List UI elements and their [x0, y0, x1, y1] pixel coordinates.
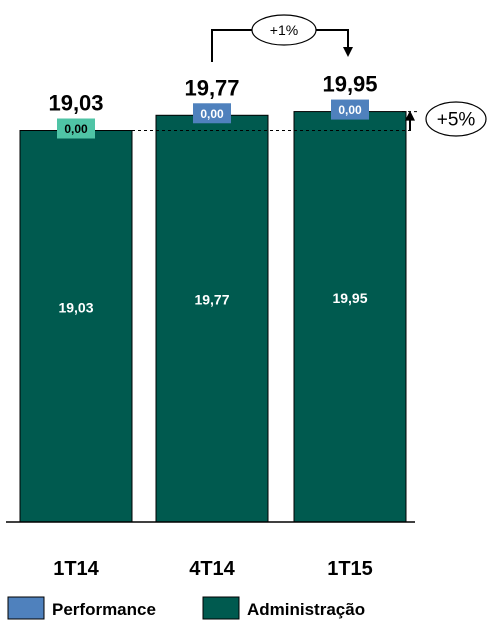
bar-administracao-4t14 — [155, 114, 269, 523]
bar-performance-1t15 — [331, 99, 369, 120]
bars-layer — [19, 111, 407, 523]
annotations-layer: +1% +5% — [132, 14, 487, 137]
legend: Performance Administração — [7, 596, 365, 620]
data-label-performance-4t14: 0,00 — [200, 107, 224, 121]
legend-label-performance: Performance — [52, 600, 156, 619]
x-tick-label-1t15: 1T15 — [327, 558, 373, 580]
x-tick-label-1t14: 1T14 — [53, 558, 99, 580]
data-label-performance-1t14: 0,00 — [64, 122, 88, 136]
total-label-1t15: 19,95 — [322, 72, 377, 97]
total-label-4t14: 19,77 — [184, 75, 239, 100]
yoy-badge — [425, 101, 487, 137]
bar-performance-1t14 — [57, 118, 95, 139]
total-label-1t14: 19,03 — [48, 91, 103, 116]
bar-administracao-1t15 — [293, 111, 407, 523]
legend-swatch-performance — [7, 596, 45, 620]
data-label-administracao-4t14: 19,77 — [194, 292, 229, 308]
labels-layer: 19,03 0,00 19,03 1T14 19,77 0,00 19,77 4T14 19,9… — [48, 72, 377, 580]
bar-administracao-1t14 — [19, 130, 133, 523]
yoy-arrow-head — [405, 110, 415, 121]
qoq-badge — [251, 14, 317, 46]
data-label-administracao-1t15: 19,95 — [332, 290, 367, 306]
bar-performance-4t14 — [193, 103, 231, 124]
yoy-label: +5% — [437, 110, 476, 131]
qoq-label: +1% — [270, 22, 298, 38]
data-label-administracao-1t14: 19,03 — [58, 299, 93, 315]
data-label-performance-1t15: 0,00 — [338, 103, 362, 117]
legend-label-administracao: Administração — [247, 600, 365, 619]
x-tick-label-4t14: 4T14 — [189, 558, 235, 580]
legend-swatch-administracao — [202, 596, 240, 620]
